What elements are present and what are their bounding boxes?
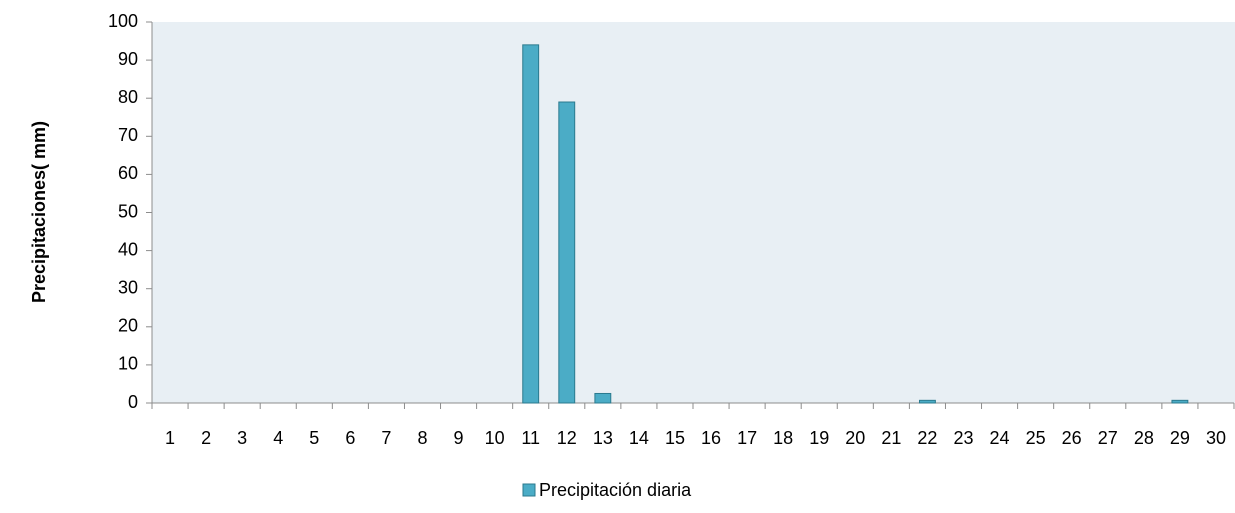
x-tick-label: 2 [201, 428, 211, 448]
y-tick-label: 60 [118, 163, 138, 183]
y-tick-label: 40 [118, 239, 138, 259]
x-tick-label: 25 [1026, 428, 1046, 448]
x-tick-label: 3 [237, 428, 247, 448]
x-tick-label: 16 [701, 428, 721, 448]
bar [558, 101, 576, 404]
x-tick-label: 30 [1206, 428, 1226, 448]
x-tick-label: 13 [593, 428, 613, 448]
x-tick-label: 5 [309, 428, 319, 448]
legend-label: Precipitación diaria [539, 480, 692, 500]
y-axis-title: Precipitaciones( mm) [29, 121, 49, 303]
y-tick-label: 0 [128, 392, 138, 412]
y-tick-label: 30 [118, 277, 138, 297]
x-tick-label: 15 [665, 428, 685, 448]
x-tick-label: 1 [165, 428, 175, 448]
legend-swatch [522, 483, 536, 497]
y-tick-label: 90 [118, 49, 138, 69]
x-tick-label: 11 [521, 428, 540, 448]
bar [594, 392, 612, 404]
x-tick-label: 26 [1062, 428, 1082, 448]
y-tick-label: 50 [118, 201, 138, 221]
x-tick-label: 9 [454, 428, 464, 448]
x-tick-label: 4 [273, 428, 283, 448]
x-tick-label: 18 [773, 428, 793, 448]
x-tick-label: 19 [809, 428, 829, 448]
x-tick-label: 14 [629, 428, 649, 448]
x-tick-label: 17 [737, 428, 757, 448]
x-tick-label: 6 [345, 428, 355, 448]
x-tick-label: 7 [381, 428, 391, 448]
y-tick-label: 100 [108, 11, 138, 31]
x-tick-label: 20 [845, 428, 865, 448]
bar [918, 399, 936, 404]
bar [1171, 399, 1189, 404]
y-tick-label: 20 [118, 316, 138, 336]
x-tick-label: 27 [1098, 428, 1118, 448]
y-tick-label: 80 [118, 87, 138, 107]
x-tick-label: 21 [881, 428, 901, 448]
x-tick-label: 24 [990, 428, 1010, 448]
x-tick-label: 29 [1170, 428, 1190, 448]
x-tick-label: 23 [953, 428, 973, 448]
y-tick-label: 70 [118, 125, 138, 145]
x-tick-label: 10 [485, 428, 505, 448]
y-tick-label: 10 [118, 354, 138, 374]
bar [522, 44, 540, 404]
x-tick-label: 22 [917, 428, 937, 448]
x-tick-label: 28 [1134, 428, 1154, 448]
plot-area [152, 22, 1235, 403]
x-tick-label: 8 [417, 428, 427, 448]
x-tick-label: 12 [557, 428, 577, 448]
